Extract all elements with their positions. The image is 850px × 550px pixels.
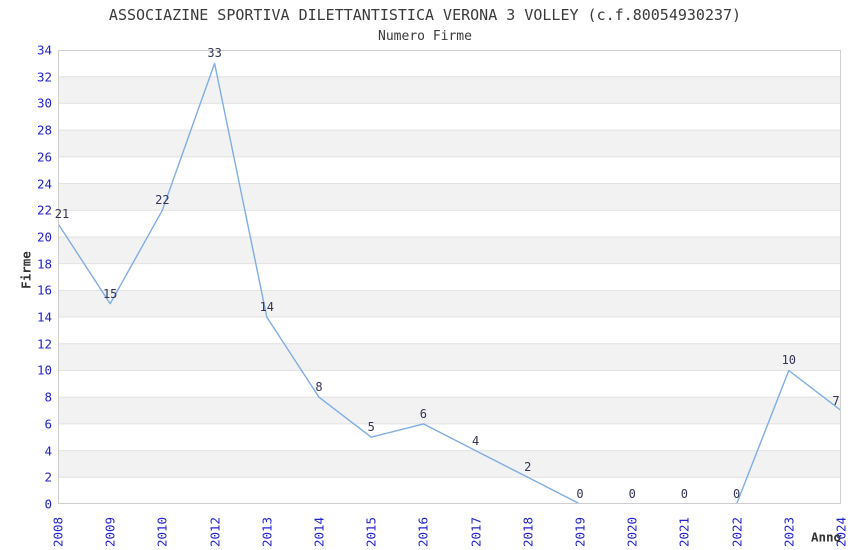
data-point-label: 0 xyxy=(628,487,636,501)
plot-band xyxy=(58,343,841,371)
line-chart-canvas xyxy=(58,62,841,504)
y-tick-label: 28 xyxy=(36,122,52,138)
x-tick-label: 2010 xyxy=(154,516,170,548)
x-tick-label: 2012 xyxy=(207,516,223,548)
data-point-label: 0 xyxy=(576,487,584,501)
plot-band xyxy=(58,290,841,318)
y-tick-label: 14 xyxy=(36,309,52,325)
chart-title: ASSOCIAZINE SPORTIVA DILETTANTISTICA VER… xyxy=(108,6,742,24)
data-point-label: 5 xyxy=(367,420,375,435)
data-point-label: 21 xyxy=(54,206,70,221)
x-tick-label: 2016 xyxy=(415,516,431,548)
data-point-label: 0 xyxy=(680,487,689,501)
data-point-label: 0 xyxy=(732,487,741,501)
y-tick-label: 34 xyxy=(36,42,52,58)
x-tick-label: 2009 xyxy=(102,516,118,548)
y-tick-label: 10 xyxy=(36,362,52,378)
data-point-label: 8 xyxy=(315,380,323,395)
y-tick-label: 32 xyxy=(36,69,52,85)
y-tick-label: 6 xyxy=(44,416,52,432)
x-tick-label: 2017 xyxy=(468,516,484,548)
y-tick-label: 26 xyxy=(36,149,52,165)
plot-band xyxy=(58,183,841,211)
data-point-label: 14 xyxy=(259,300,275,315)
x-tick-label: 2013 xyxy=(259,516,275,548)
plot-band xyxy=(58,130,841,157)
y-tick-label: 0 xyxy=(44,496,52,512)
plot-area xyxy=(58,50,841,504)
y-tick-label: 22 xyxy=(36,202,52,218)
data-line xyxy=(58,62,581,504)
x-tick-label: 2020 xyxy=(624,516,640,548)
plot-band xyxy=(58,236,841,264)
data-point-label: 10 xyxy=(781,353,797,368)
y-tick-label: 18 xyxy=(36,256,52,272)
data-point-label: 6 xyxy=(419,406,428,421)
y-tick-label: 4 xyxy=(44,443,52,459)
y-tick-label: 2 xyxy=(44,469,52,485)
data-point-label: 33 xyxy=(207,46,222,61)
x-axis-title: Anno xyxy=(810,529,842,545)
y-axis-title: Firme xyxy=(18,251,34,289)
chart-subtitle: Numero Firme xyxy=(378,29,472,44)
data-point-label: 2 xyxy=(524,460,532,475)
y-tick-label: 12 xyxy=(36,336,52,352)
data-point-label: 7 xyxy=(832,393,840,408)
y-tick-label: 24 xyxy=(36,176,52,192)
y-tick-label: 20 xyxy=(36,229,52,245)
data-point-label: 4 xyxy=(471,433,480,448)
y-tick-label: 16 xyxy=(36,282,52,298)
x-tick-label: 2008 xyxy=(50,516,66,548)
plot-band xyxy=(58,450,841,478)
data-point-label: 22 xyxy=(155,193,170,208)
x-tick-label: 2019 xyxy=(572,516,588,548)
y-tick-label: 30 xyxy=(36,95,52,111)
y-tick-label: 8 xyxy=(44,389,52,405)
x-tick-label: 2014 xyxy=(311,516,327,548)
x-tick-label: 2015 xyxy=(363,516,379,548)
x-tick-label: 2023 xyxy=(781,516,797,548)
x-tick-label: 2021 xyxy=(676,516,692,548)
data-point-label: 15 xyxy=(102,286,118,301)
plot-band xyxy=(58,76,841,104)
x-tick-label: 2022 xyxy=(729,516,745,548)
data-line xyxy=(735,369,841,504)
x-tick-label: 2018 xyxy=(520,516,536,548)
plot-band xyxy=(58,397,841,424)
